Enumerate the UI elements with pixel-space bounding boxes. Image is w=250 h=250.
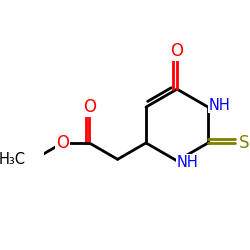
- Text: NH: NH: [177, 155, 199, 170]
- Text: H₃C: H₃C: [0, 152, 26, 167]
- Text: O: O: [170, 42, 183, 60]
- Text: S: S: [239, 134, 250, 152]
- Text: O: O: [56, 134, 69, 152]
- Text: O: O: [83, 98, 96, 116]
- Text: NH: NH: [208, 98, 230, 112]
